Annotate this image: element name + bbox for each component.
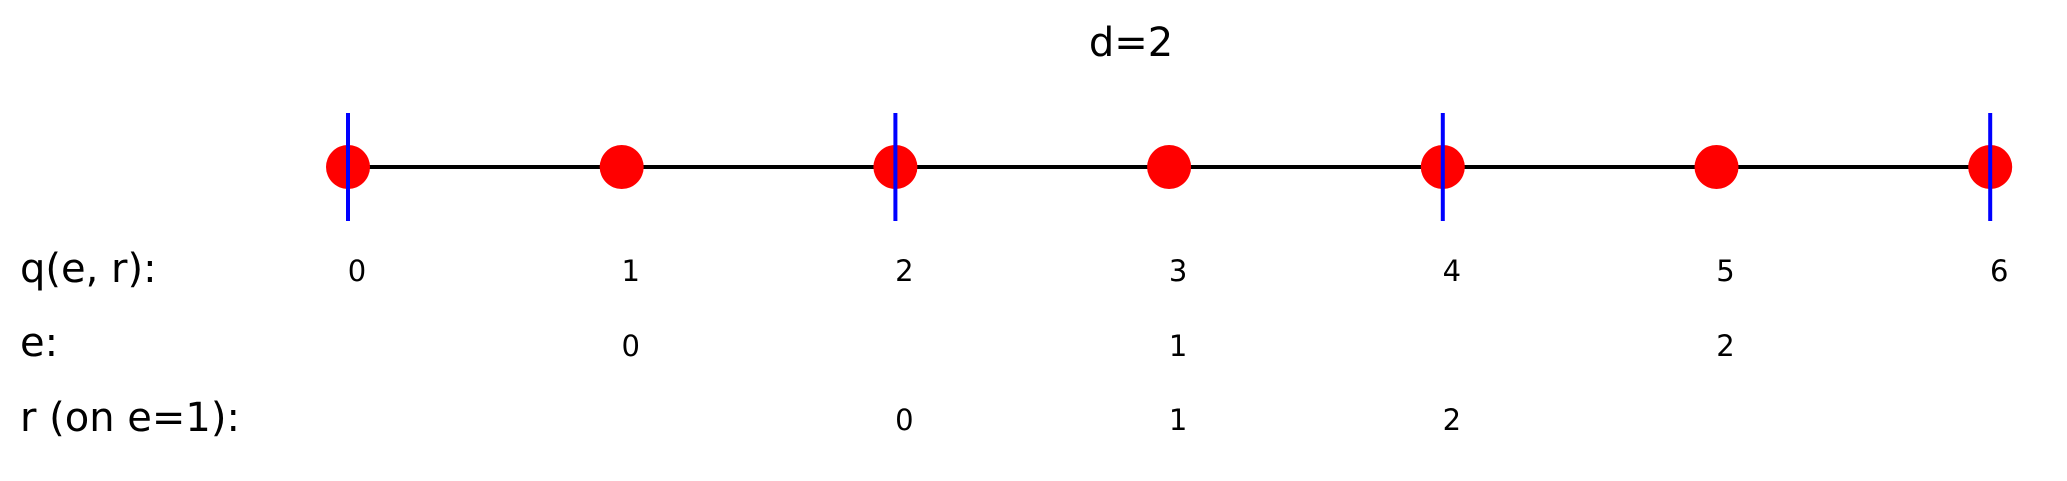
row-value: 0 xyxy=(895,403,913,437)
marker-layer xyxy=(346,113,1993,221)
label-row-0: q(e, r): 0 1 2 3 4 5 6 xyxy=(20,246,2008,292)
row-value: 3 xyxy=(1169,254,1187,288)
row-value: 2 xyxy=(895,254,913,288)
row-value: 6 xyxy=(1990,254,2008,288)
row-value: 0 xyxy=(621,329,639,363)
row-value: 2 xyxy=(1443,403,1461,437)
row-value: 0 xyxy=(348,254,366,288)
row-label: e: xyxy=(20,320,58,366)
row-value: 5 xyxy=(1716,254,1734,288)
row-label: r (on e=1): xyxy=(20,395,240,441)
row-value: 1 xyxy=(1169,403,1187,437)
row-value: 1 xyxy=(1169,329,1187,363)
point-1 xyxy=(599,145,644,189)
row-value: 1 xyxy=(621,254,639,288)
diagram-title: d=2 xyxy=(1089,20,1173,66)
label-row-1: e: 0 1 2 xyxy=(20,320,1735,366)
point-3 xyxy=(1147,145,1192,189)
row-label: q(e, r): xyxy=(20,246,157,292)
point-5 xyxy=(1694,145,1739,189)
row-value: 2 xyxy=(1716,329,1734,363)
row-value: 4 xyxy=(1443,254,1461,288)
label-rows: q(e, r): 0 1 2 3 4 5 6 e: 0 1 2 r (on e=1): 0 1 2 xyxy=(20,246,2008,441)
label-row-2: r (on e=1): 0 1 2 xyxy=(20,395,1461,441)
